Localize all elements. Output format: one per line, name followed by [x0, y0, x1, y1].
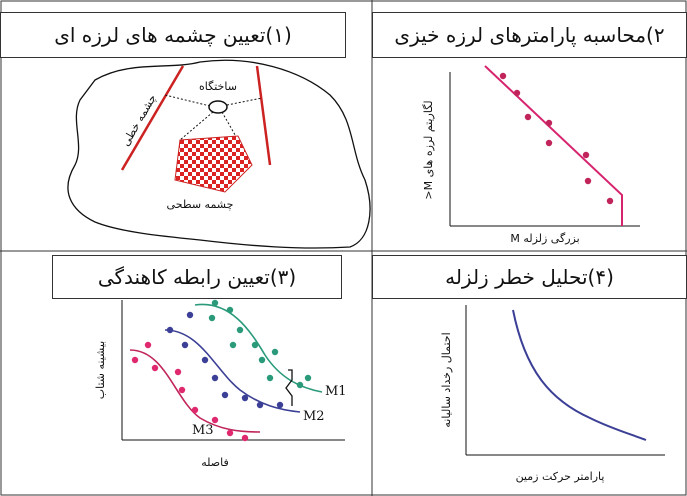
- dot: [584, 177, 592, 185]
- dot: [229, 341, 237, 349]
- curve-label: M2: [303, 409, 325, 424]
- curve-label: M3: [192, 423, 214, 438]
- dot: [606, 197, 614, 205]
- dot: [144, 341, 152, 349]
- dot: [236, 326, 244, 334]
- x-axis-label: فاصله: [201, 456, 229, 469]
- dot: [499, 72, 507, 80]
- axes: [121, 300, 345, 441]
- dot: [201, 356, 209, 364]
- line-source: [255, 65, 272, 166]
- dot: [276, 401, 284, 409]
- dot: [513, 89, 521, 97]
- y-axis-label: بیشینه شتاب: [94, 341, 107, 399]
- dot: [251, 341, 259, 349]
- dot: [208, 314, 216, 322]
- y-axis-label: لگاریتم لرزه های M<: [422, 100, 435, 199]
- observations: [499, 72, 614, 205]
- dot: [174, 368, 182, 376]
- area-source: [174, 135, 253, 193]
- observations: [131, 299, 312, 442]
- dot: [271, 348, 279, 356]
- region-outline: [67, 59, 371, 249]
- hazard-curve: [512, 309, 647, 441]
- line-source: [120, 65, 185, 171]
- dot: [221, 391, 229, 399]
- dot: [211, 299, 219, 307]
- dot: [256, 401, 264, 409]
- dot: [131, 356, 139, 364]
- axes: [465, 305, 665, 456]
- y-axis-label: احتمال رخداد سالیانه: [440, 332, 453, 427]
- dot: [191, 406, 199, 414]
- dot: [186, 311, 194, 319]
- dot: [166, 326, 174, 334]
- panel-title: ۲)محاسبه پارامترهای لرزه خیزی: [372, 12, 687, 58]
- area-source-label: چشمه سطحی: [167, 198, 234, 211]
- dot: [226, 306, 234, 314]
- site-links: [164, 94, 263, 141]
- dot: [211, 374, 219, 382]
- dot: [151, 364, 159, 372]
- dot: [226, 429, 234, 437]
- dot: [241, 394, 249, 402]
- dot: [266, 374, 274, 382]
- dot: [524, 113, 532, 121]
- fit-line: [484, 65, 623, 226]
- panel-title: (۱)تعیین چشمه های لرزه ای: [0, 12, 346, 58]
- site: [208, 100, 228, 114]
- dot: [582, 151, 590, 159]
- dot: [181, 341, 189, 349]
- x-axis-label: پارامتر حرکت زمین: [516, 470, 605, 483]
- curve-label: M1: [325, 384, 347, 399]
- dot: [211, 416, 219, 424]
- panel-title: (۴)تحلیل خطر زلزله: [372, 255, 687, 299]
- dot: [545, 119, 553, 127]
- dot: [545, 139, 553, 147]
- scatter-bracket: [285, 369, 293, 406]
- panel-title: (۳)تعیین رابطه کاهندگی: [52, 255, 342, 299]
- dot: [296, 381, 304, 389]
- curve-m3: [129, 349, 261, 433]
- x-axis-label: بزرگی زلزله M: [510, 232, 579, 245]
- curve-m2: [164, 329, 301, 413]
- dot: [241, 434, 249, 442]
- site-label: ساختگاه: [199, 80, 237, 93]
- axes: [449, 72, 640, 227]
- dot: [258, 356, 266, 364]
- dot: [178, 386, 186, 394]
- dot: [304, 374, 312, 382]
